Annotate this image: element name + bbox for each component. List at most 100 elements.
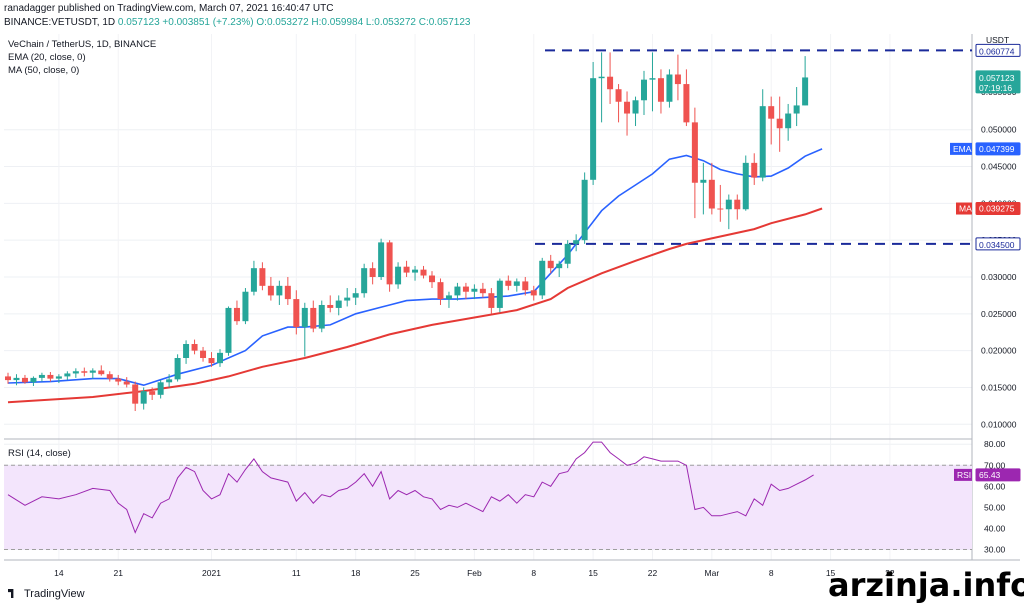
ma-side-label-text: MA	[959, 204, 972, 214]
candle-down	[123, 377, 130, 388]
last-price-tag-text: 0.057123	[979, 73, 1015, 83]
candle-body	[649, 78, 656, 80]
publisher-line: ranadagger published on TradingView.com,…	[4, 3, 334, 14]
candle-down	[191, 339, 198, 355]
site-watermark: arzinja.info	[828, 566, 1024, 604]
candle-body	[30, 377, 37, 383]
candlestick-series	[5, 52, 809, 412]
rsi-band	[4, 465, 972, 550]
candle-body	[140, 391, 147, 404]
date-tick-label: 25	[410, 568, 420, 578]
candle-down	[674, 54, 681, 101]
currency-label: USDT	[986, 35, 1009, 45]
candle-body	[776, 118, 783, 129]
candle-down	[284, 277, 291, 305]
candle-down	[132, 381, 139, 412]
candle-body	[564, 243, 571, 264]
candle-body	[802, 77, 809, 106]
candle-body	[369, 268, 376, 277]
date-tick-label: 15	[826, 568, 836, 578]
legend-ema: EMA (20, close, 0)	[8, 52, 86, 63]
candle-body	[267, 285, 274, 296]
candle-down	[200, 346, 207, 362]
candle-up	[242, 288, 249, 325]
date-axis[interactable]: 14 21 2021 11 18 25 Feb 8 15 22 Mar 8 15 22	[54, 568, 895, 578]
candle-body	[259, 268, 266, 286]
candle-body	[547, 260, 554, 269]
candle-body	[174, 358, 181, 380]
candle-body	[132, 384, 139, 404]
price-tick-label: 0.020000	[981, 346, 1017, 356]
candle-body	[454, 286, 461, 296]
candle-body	[149, 391, 156, 395]
candle-down	[420, 265, 427, 279]
price-change: +0.003851 (+7.23%)	[162, 17, 254, 28]
resistance-tag: 0.060774	[975, 43, 1021, 57]
candle-body	[624, 101, 631, 114]
ema-value-text: 0.047399	[979, 144, 1015, 154]
candle-body	[598, 76, 605, 79]
candle-up	[725, 194, 732, 230]
open-price: 0.057123	[117, 17, 160, 28]
candle-body	[200, 350, 207, 358]
candle-body	[293, 299, 300, 328]
resistance-tag-text: 0.060774	[979, 46, 1015, 56]
tradingview-brand[interactable]: TradingView	[8, 588, 85, 600]
candle-up	[581, 172, 588, 244]
ma-value-tag	[975, 202, 1021, 216]
price-tick-label: 0.050000	[981, 125, 1017, 135]
candle-up	[13, 374, 20, 386]
candle-body	[352, 293, 359, 298]
date-tick-label: Feb	[467, 568, 482, 578]
candle-up	[64, 371, 71, 381]
candle-up	[666, 69, 673, 108]
candle-body	[191, 344, 198, 351]
candle-down	[437, 278, 444, 305]
date-tick-label: 15	[588, 568, 598, 578]
brand-label: TradingView	[24, 588, 85, 600]
candle-body	[734, 199, 741, 210]
date-tick-label: 22	[885, 568, 895, 578]
date-tick-label: 11	[292, 568, 301, 578]
candle-body	[115, 378, 122, 382]
candle-down	[386, 240, 393, 292]
candle-down	[233, 300, 240, 325]
candle-down	[683, 69, 690, 127]
candle-down	[530, 285, 537, 301]
price-chart[interactable]: 0.0500000.0450000.0400000.0350000.030000…	[0, 30, 1024, 586]
ema-value-tag	[975, 142, 1021, 156]
candle-body	[13, 377, 20, 381]
candle-up	[55, 374, 62, 384]
candle-up	[649, 52, 656, 112]
candle-body	[759, 106, 766, 178]
ma-side-label: MA	[956, 202, 972, 215]
candle-body	[5, 376, 11, 381]
candle-body	[632, 100, 639, 114]
candle-down	[327, 295, 334, 313]
candle-body	[522, 281, 529, 291]
candle-up	[38, 372, 45, 382]
candle-down	[98, 365, 105, 376]
candle-down	[149, 387, 156, 400]
candle-body	[166, 379, 173, 383]
rsi-axis[interactable]: 80.00 70.00 60.00 50.00 40.00 30.00	[984, 439, 1006, 554]
candle-down	[429, 271, 435, 289]
rsi-band-lines	[4, 464, 972, 550]
candle-up	[361, 263, 368, 298]
symbol-name: BINANCE:VETUSDT, 1D	[4, 17, 116, 28]
candle-down	[522, 277, 529, 296]
candle-down	[751, 153, 758, 185]
candle-body	[327, 304, 334, 308]
candle-up	[166, 374, 173, 388]
support-tag: 0.034500	[975, 237, 1021, 251]
candle-body	[344, 297, 351, 301]
candle-up	[183, 340, 190, 364]
candle-body	[378, 242, 385, 277]
candle-up	[496, 278, 503, 313]
candle-body	[700, 179, 707, 183]
legend-ma: MA (50, close, 0)	[8, 65, 79, 76]
candle-up	[72, 368, 79, 378]
candle-up	[471, 284, 478, 300]
candle-up	[556, 260, 563, 277]
date-tick-label: 18	[351, 568, 361, 578]
